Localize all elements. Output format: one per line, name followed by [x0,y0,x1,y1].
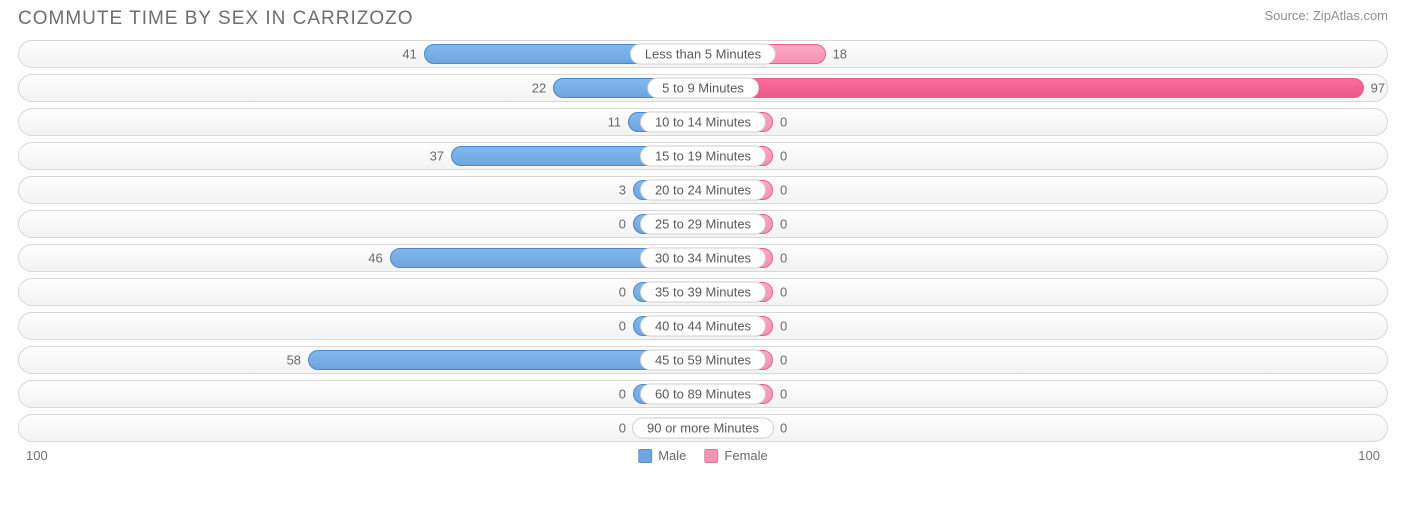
category-label: 35 to 39 Minutes [640,282,766,303]
chart-row: 41 18 Less than 5 Minutes [18,40,1388,68]
value-female: 0 [780,115,787,130]
value-female: 0 [780,251,787,266]
value-male: 11 [608,115,622,130]
category-label: 20 to 24 Minutes [640,180,766,201]
value-female: 0 [780,217,787,232]
legend-item-male: Male [638,448,686,463]
chart-row: 0 0 25 to 29 Minutes [18,210,1388,238]
chart-row: 0 0 90 or more Minutes [18,414,1388,442]
swatch-male [638,449,652,463]
value-female: 0 [780,149,787,164]
axis-label-left: 100 [26,448,48,463]
category-label: 30 to 34 Minutes [640,248,766,269]
category-label: Less than 5 Minutes [630,44,776,65]
legend-label-male: Male [658,448,686,463]
value-male: 3 [619,183,626,198]
chart-row: 0 0 40 to 44 Minutes [18,312,1388,340]
chart-row: 46 0 30 to 34 Minutes [18,244,1388,272]
category-label: 10 to 14 Minutes [640,112,766,133]
chart-title: COMMUTE TIME BY SEX IN CARRIZOZO [18,8,414,30]
chart-row: 3 0 20 to 24 Minutes [18,176,1388,204]
value-male: 0 [619,285,626,300]
value-male: 0 [619,319,626,334]
legend-label-female: Female [724,448,767,463]
legend-item-female: Female [704,448,767,463]
chart-row: 37 0 15 to 19 Minutes [18,142,1388,170]
value-male: 58 [287,353,301,368]
legend: Male Female [638,448,768,463]
category-label: 15 to 19 Minutes [640,146,766,167]
category-label: 90 or more Minutes [632,418,774,439]
value-male: 0 [619,421,626,436]
category-label: 25 to 29 Minutes [640,214,766,235]
value-female: 0 [780,421,787,436]
chart-row: 0 0 60 to 89 Minutes [18,380,1388,408]
chart-row: 0 0 35 to 39 Minutes [18,278,1388,306]
value-male: 41 [402,47,416,62]
axis-label-right: 100 [1358,448,1380,463]
value-male: 46 [368,251,382,266]
value-female: 0 [780,285,787,300]
value-female: 97 [1371,81,1385,96]
value-female: 0 [780,353,787,368]
value-male: 22 [532,81,546,96]
chart-row: 58 0 45 to 59 Minutes [18,346,1388,374]
value-male: 0 [619,217,626,232]
category-label: 5 to 9 Minutes [647,78,759,99]
value-male: 37 [430,149,444,164]
diverging-bar-chart: 41 18 Less than 5 Minutes 22 97 5 to 9 Minute… [0,34,1406,442]
value-female: 0 [780,319,787,334]
value-female: 0 [780,183,787,198]
value-male: 0 [619,387,626,402]
category-label: 60 to 89 Minutes [640,384,766,405]
value-female: 18 [833,47,847,62]
category-label: 45 to 59 Minutes [640,350,766,371]
value-female: 0 [780,387,787,402]
category-label: 40 to 44 Minutes [640,316,766,337]
bar-female [703,78,1364,98]
chart-row: 22 97 5 to 9 Minutes [18,74,1388,102]
chart-source: Source: ZipAtlas.com [1264,8,1388,23]
swatch-female [704,449,718,463]
chart-row: 11 0 10 to 14 Minutes [18,108,1388,136]
